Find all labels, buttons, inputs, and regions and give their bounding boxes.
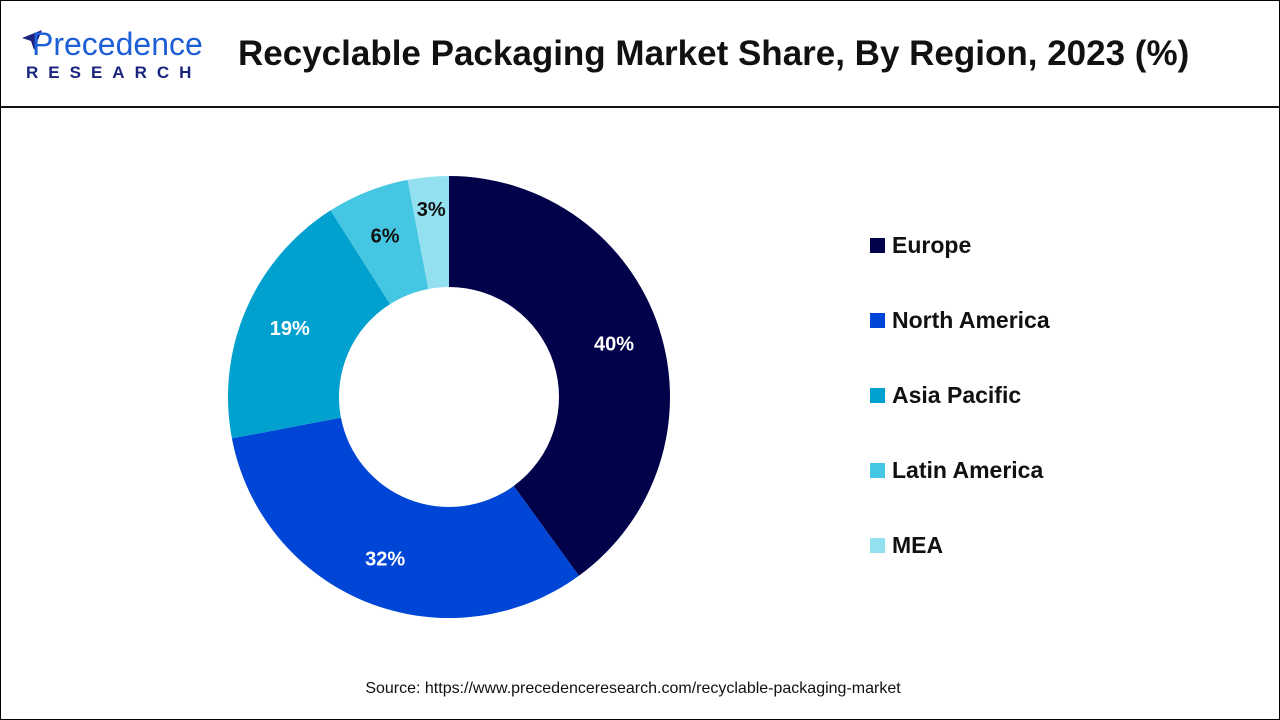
legend-label: Asia Pacific — [892, 382, 1022, 408]
legend-item: Asia Pacific — [870, 382, 1021, 409]
legend-swatch — [870, 463, 885, 478]
legend-swatch — [870, 238, 885, 253]
legend-swatch — [870, 313, 885, 328]
legend-label: MEA — [892, 532, 944, 558]
data-label: 32% — [365, 548, 405, 570]
legend-item: MEA — [870, 532, 943, 559]
data-label: 3% — [417, 199, 446, 221]
header: Precedence RESEARCH Recyclable Packaging… — [0, 0, 1280, 108]
slice-north-america — [231, 417, 579, 619]
logo-arrow-icon — [22, 30, 42, 50]
legend-item: Latin America — [870, 457, 1043, 484]
logo-text: Precedence — [32, 26, 203, 62]
data-label: 19% — [270, 318, 310, 340]
legend-label: Latin America — [892, 457, 1044, 483]
slice-europe — [449, 176, 671, 576]
logo-subtext: RESEARCH — [26, 63, 202, 82]
chart-title: Recyclable Packaging Market Share, By Re… — [238, 34, 1190, 73]
legend-item: North America — [870, 307, 1050, 334]
data-label: 6% — [371, 226, 400, 248]
source-text: Source: https://www.precedenceresearch.c… — [365, 680, 901, 697]
precedence-research-logo: Precedence RESEARCH — [22, 28, 222, 84]
slice-latin-america — [330, 179, 429, 305]
legend-swatch — [870, 388, 885, 403]
legend-swatch — [870, 538, 885, 553]
slice-asia-pacific — [227, 210, 391, 439]
slice-mea — [407, 176, 449, 289]
legend-label: Europe — [892, 232, 972, 258]
legend-item: Europe — [870, 232, 971, 259]
data-label: 40% — [594, 333, 634, 355]
legend-label: North America — [892, 307, 1050, 333]
